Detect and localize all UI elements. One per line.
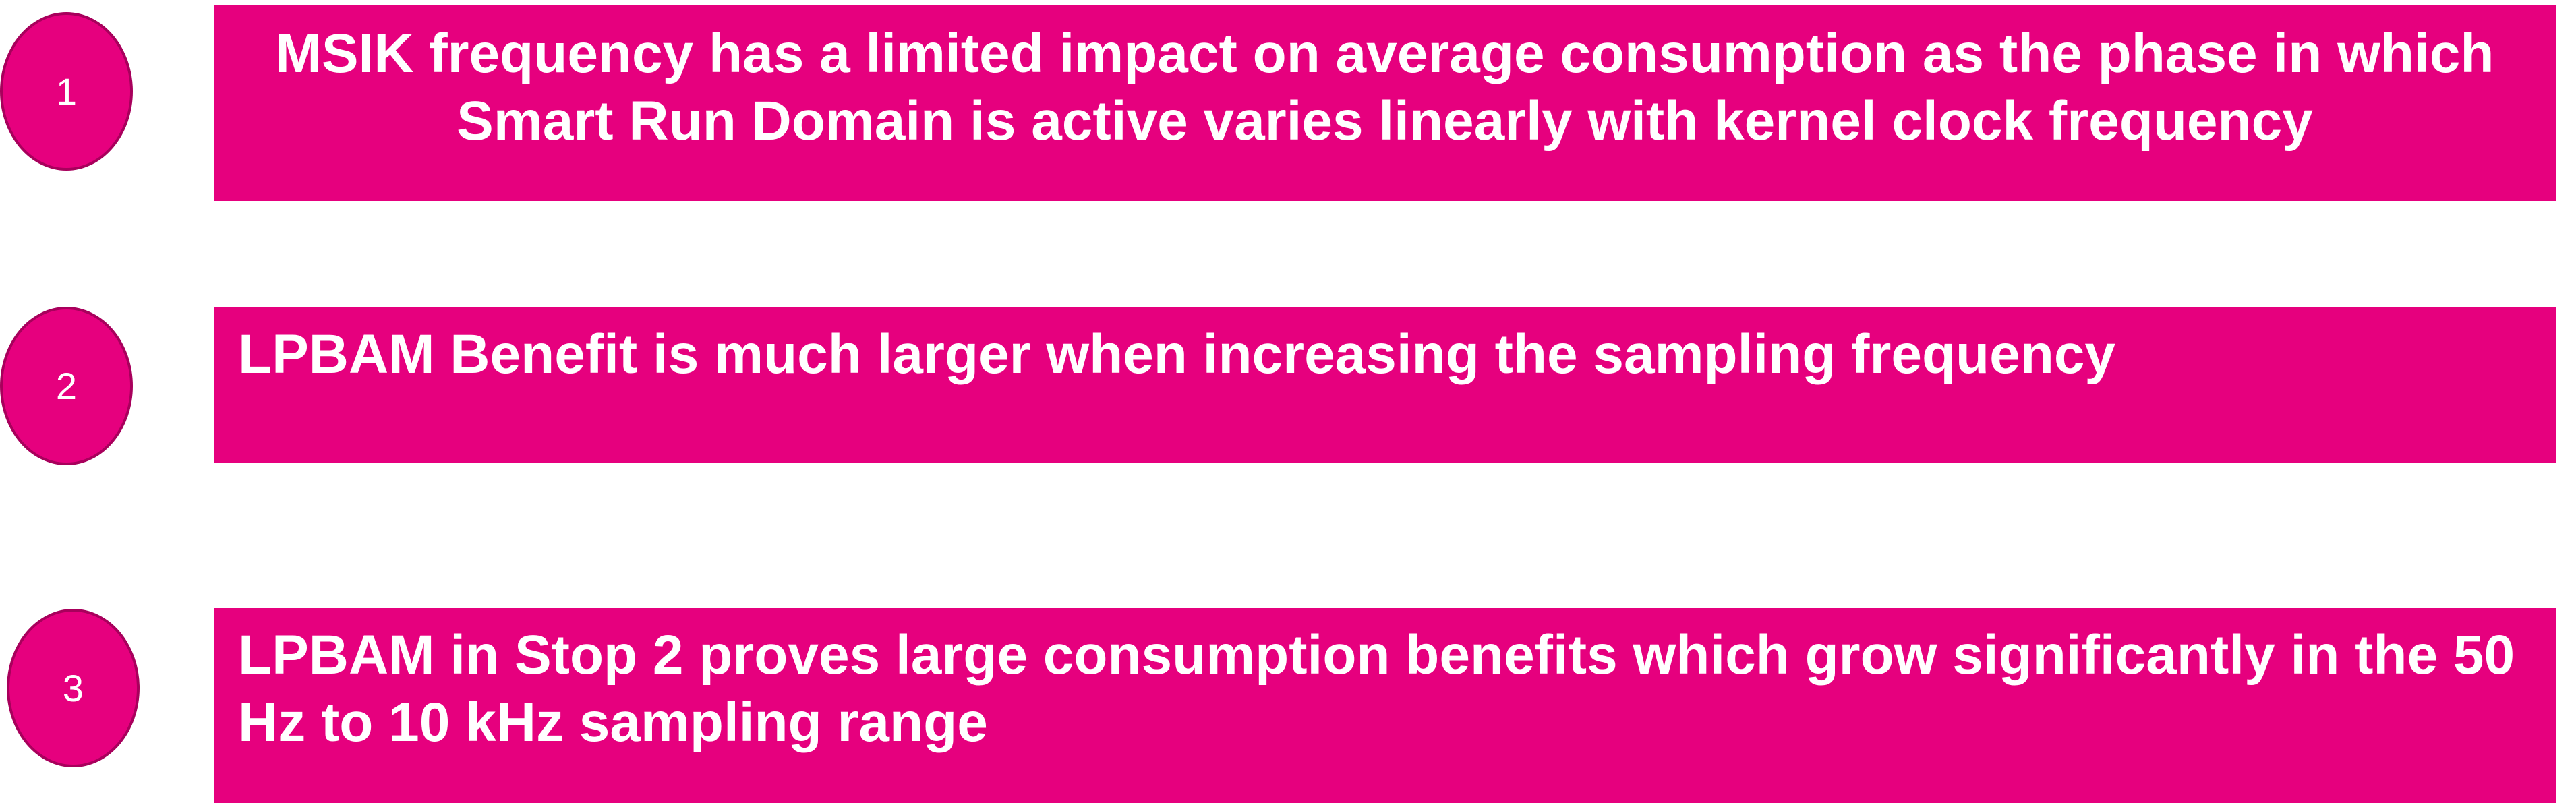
point-2-number-badge: 2: [0, 307, 133, 465]
point-1-number-badge: 1: [0, 12, 133, 171]
point-1-banner: MSIK frequency has a limited impact on a…: [214, 5, 2556, 201]
point-3-text: LPBAM in Stop 2 proves large consumption…: [238, 624, 2515, 753]
point-3-number-badge: 3: [7, 609, 140, 767]
point-1-number: 1: [55, 69, 78, 113]
point-3-banner: LPBAM in Stop 2 proves large consumption…: [214, 608, 2556, 803]
point-2-banner: LPBAM Benefit is much larger when increa…: [214, 307, 2556, 463]
point-2-text: LPBAM Benefit is much larger when increa…: [238, 324, 2116, 385]
point-3-number: 3: [62, 666, 84, 709]
point-1-text: MSIK frequency has a limited impact on a…: [275, 23, 2494, 152]
point-2-number: 2: [55, 364, 78, 407]
